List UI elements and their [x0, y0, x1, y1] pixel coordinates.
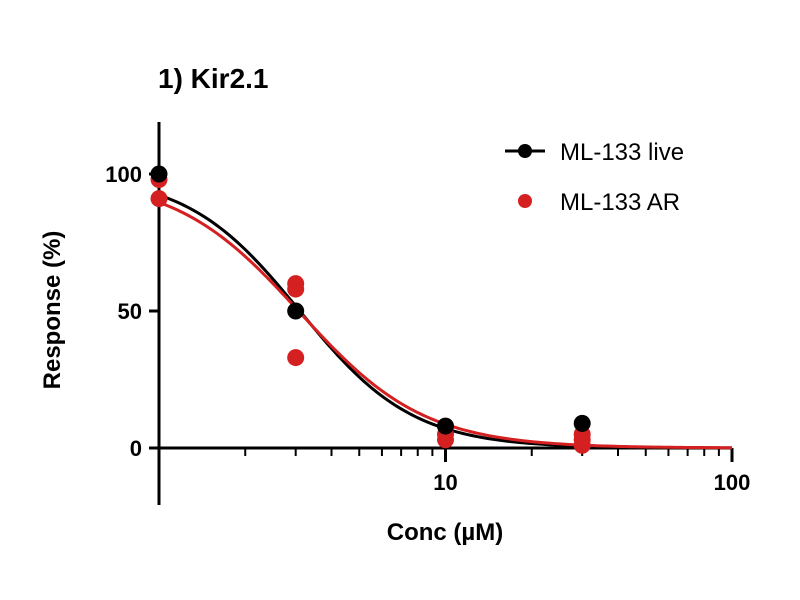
legend-marker-ml133-live — [518, 144, 532, 158]
y-axis-label: Response (%) — [39, 231, 66, 390]
data-point-ml133-ar — [287, 349, 305, 367]
x-tick-label: 10 — [433, 470, 457, 495]
data-point-ml133-ar — [437, 431, 454, 449]
data-point-ml133-ar — [150, 190, 168, 208]
data-point-ml133-live — [287, 302, 305, 320]
data-point-ml133-live — [437, 417, 454, 435]
data-point-ml133-ar — [287, 280, 305, 298]
legend-label-ml133-ar: ML-133 AR — [560, 189, 680, 216]
y-tick-label: 100 — [105, 162, 142, 187]
fit-curve-ml133-live — [158, 193, 733, 450]
data-points — [150, 165, 591, 454]
x-ticks: 10 100 — [244, 448, 751, 495]
legend-item-ml133-ar: ML-133 AR — [518, 189, 680, 216]
y-ticks: 0 50 100 — [105, 162, 159, 461]
y-tick-label: 50 — [118, 299, 142, 324]
legend-marker-ml133-ar — [518, 194, 532, 208]
legend: ML-133 live ML-133 AR — [505, 139, 684, 216]
fit-curve-ml133-ar — [158, 200, 733, 450]
data-point-ml133-ar — [573, 436, 591, 454]
x-tick-label: 100 — [714, 470, 751, 495]
chart-title: 1) Kir2.1 — [158, 63, 269, 94]
legend-item-ml133-live: ML-133 live — [505, 139, 684, 166]
data-point-ml133-live — [573, 414, 591, 432]
legend-label-ml133-live: ML-133 live — [560, 139, 684, 166]
x-axis-label: Conc (µM) — [387, 519, 503, 546]
fit-curves — [158, 193, 733, 450]
y-tick-label: 0 — [130, 436, 142, 461]
data-point-ml133-live — [150, 165, 168, 183]
